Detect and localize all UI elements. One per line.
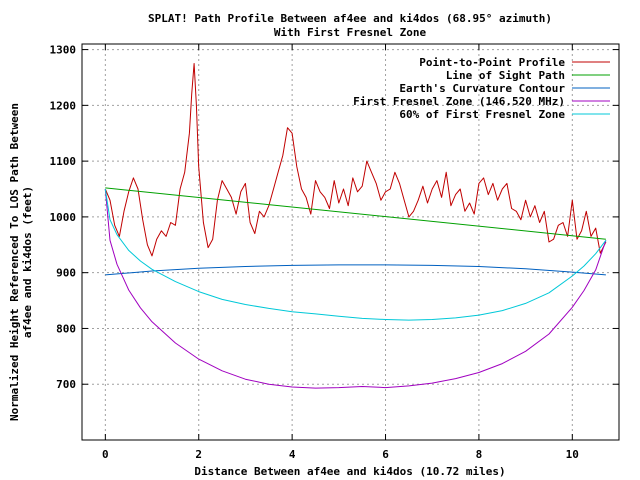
y-tick-label: 1100 xyxy=(50,155,77,168)
legend-label-60-of-first-fresnel-zone: 60% of First Fresnel Zone xyxy=(399,108,565,121)
y-tick-label: 800 xyxy=(56,322,76,335)
x-tick-label: 10 xyxy=(566,448,579,461)
series-earth-s-curvature-contour xyxy=(105,264,606,276)
x-tick-label: 4 xyxy=(289,448,296,461)
series-first-fresnel-zone-146-520-mhz xyxy=(104,188,607,389)
series-point-to-point-profile xyxy=(104,63,607,257)
legend-label-point-to-point-profile: Point-to-Point Profile xyxy=(419,56,565,69)
series-line-of-sight-path xyxy=(105,187,606,240)
x-tick-label: 2 xyxy=(195,448,202,461)
y-axis-label-line2: af4ee and ki4dos (feet) xyxy=(21,186,34,338)
y-tick-label: 900 xyxy=(56,267,76,280)
y-tick-label: 1300 xyxy=(50,44,77,57)
x-tick-label: 0 xyxy=(102,448,109,461)
y-tick-label: 1200 xyxy=(50,99,77,112)
grid-lines xyxy=(82,44,619,440)
plot-frame xyxy=(81,43,620,441)
legend-label-earth-s-curvature-contour: Earth's Curvature Contour xyxy=(399,82,565,95)
legend-label-line-of-sight-path: Line of Sight Path xyxy=(446,69,565,82)
data-series xyxy=(104,63,607,389)
chart-subtitle: With First Fresnel Zone xyxy=(274,26,427,39)
y-tick-label: 1000 xyxy=(50,211,77,224)
x-tick-label: 6 xyxy=(382,448,389,461)
series-60-of-first-fresnel-zone xyxy=(104,188,607,321)
x-tick-label: 8 xyxy=(476,448,483,461)
legend-label-first-fresnel-zone-146-520-mhz: First Fresnel Zone (146.520 MHz) xyxy=(353,95,565,108)
y-tick-label: 700 xyxy=(56,378,76,391)
chart-title: SPLAT! Path Profile Between af4ee and ki… xyxy=(148,12,552,25)
x-axis-label: Distance Between af4ee and ki4dos (10.72… xyxy=(194,465,505,478)
axis-ticks: 0 2 4 6 8 10 700 800 900 1000 1100 1200 1300 xyxy=(50,44,619,461)
y-axis-label-line1: Normalized Height Referenced To LOS Path… xyxy=(8,103,21,421)
